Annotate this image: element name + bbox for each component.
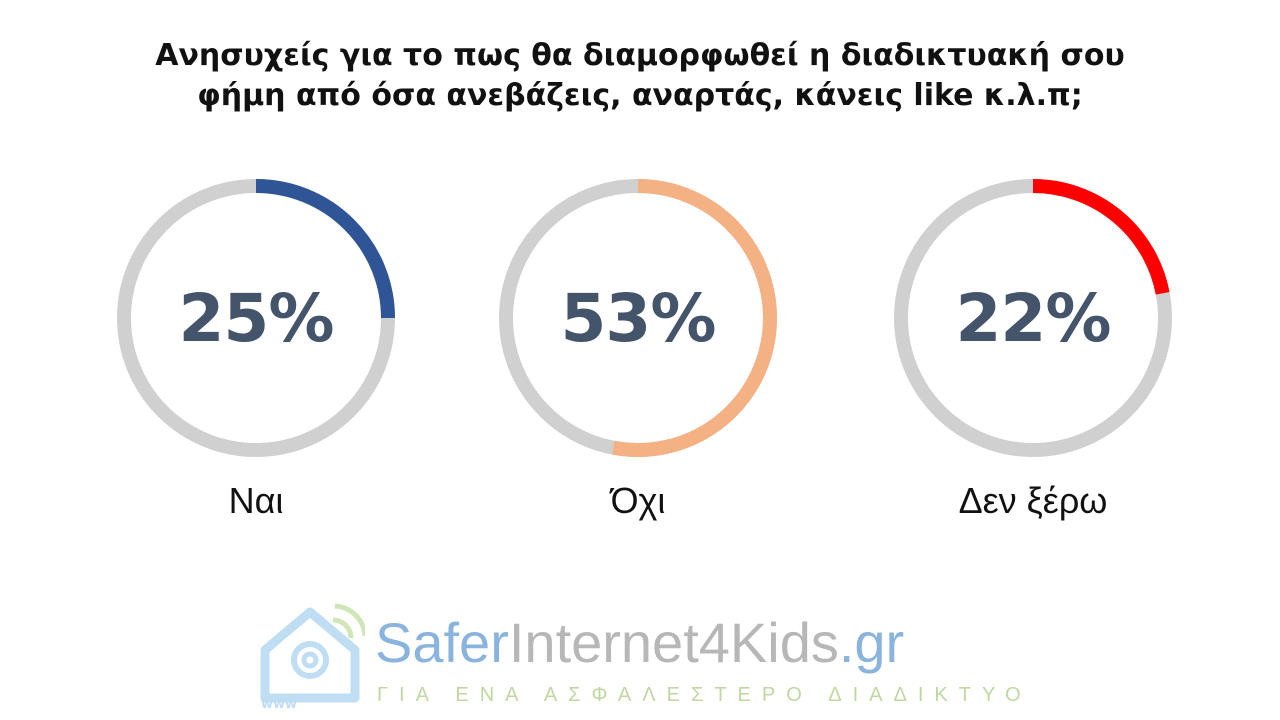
- donut-dontknow-svg: [894, 179, 1172, 457]
- donut-yes-arc: [255, 179, 395, 319]
- logo-text-gr: .gr: [838, 611, 905, 674]
- donut-dontknow: 22%: [885, 170, 1181, 466]
- logo-text-internet4kids: Internet4Kids: [508, 611, 839, 674]
- donut-dontknow-value: 22%: [955, 279, 1112, 357]
- donut-no-label: Όχι: [610, 480, 666, 521]
- logo-tagline: ΓΙΑ ΕΝΑ ΑΣΦΑΛΕΣΤΕΡΟ ΔΙΑΔΙΚΤΥΟ: [377, 684, 1032, 706]
- donut-no: 53%: [490, 170, 786, 466]
- chart-title-line-1: Ανησυχείς για το πως θα διαμορφωθεί η δι…: [155, 38, 1125, 73]
- chart-title-line-2: φήμη από όσα ανεβάζεις, αναρτάς, κάνεις …: [197, 78, 1083, 113]
- logo-text-safer: Safer: [375, 611, 509, 674]
- donut-dontknow-label: Δεν ξέρω: [958, 480, 1108, 521]
- donut-yes-svg: [117, 179, 395, 457]
- logo-text: SaferInternet4Kids.gr: [375, 610, 904, 675]
- logo-www-text: www: [261, 697, 297, 710]
- saferinternet-logo: www SaferInternet4Kids.gr ΓΙΑ ΕΝΑ ΑΣΦΑΛΕ…: [255, 598, 1021, 718]
- donut-yes-value: 25%: [178, 279, 335, 357]
- donut-no-arc: [611, 179, 777, 457]
- donut-yes: 25%: [108, 170, 404, 466]
- donut-no-svg: [499, 179, 777, 457]
- donut-no-value: 53%: [560, 279, 717, 357]
- chart-title: Ανησυχείς για το πως θα διαμορφωθεί η δι…: [0, 36, 1280, 116]
- house-at-icon: www: [260, 603, 365, 710]
- donut-yes-label: Ναι: [228, 480, 284, 521]
- donut-dontknow-arc: [1032, 179, 1170, 295]
